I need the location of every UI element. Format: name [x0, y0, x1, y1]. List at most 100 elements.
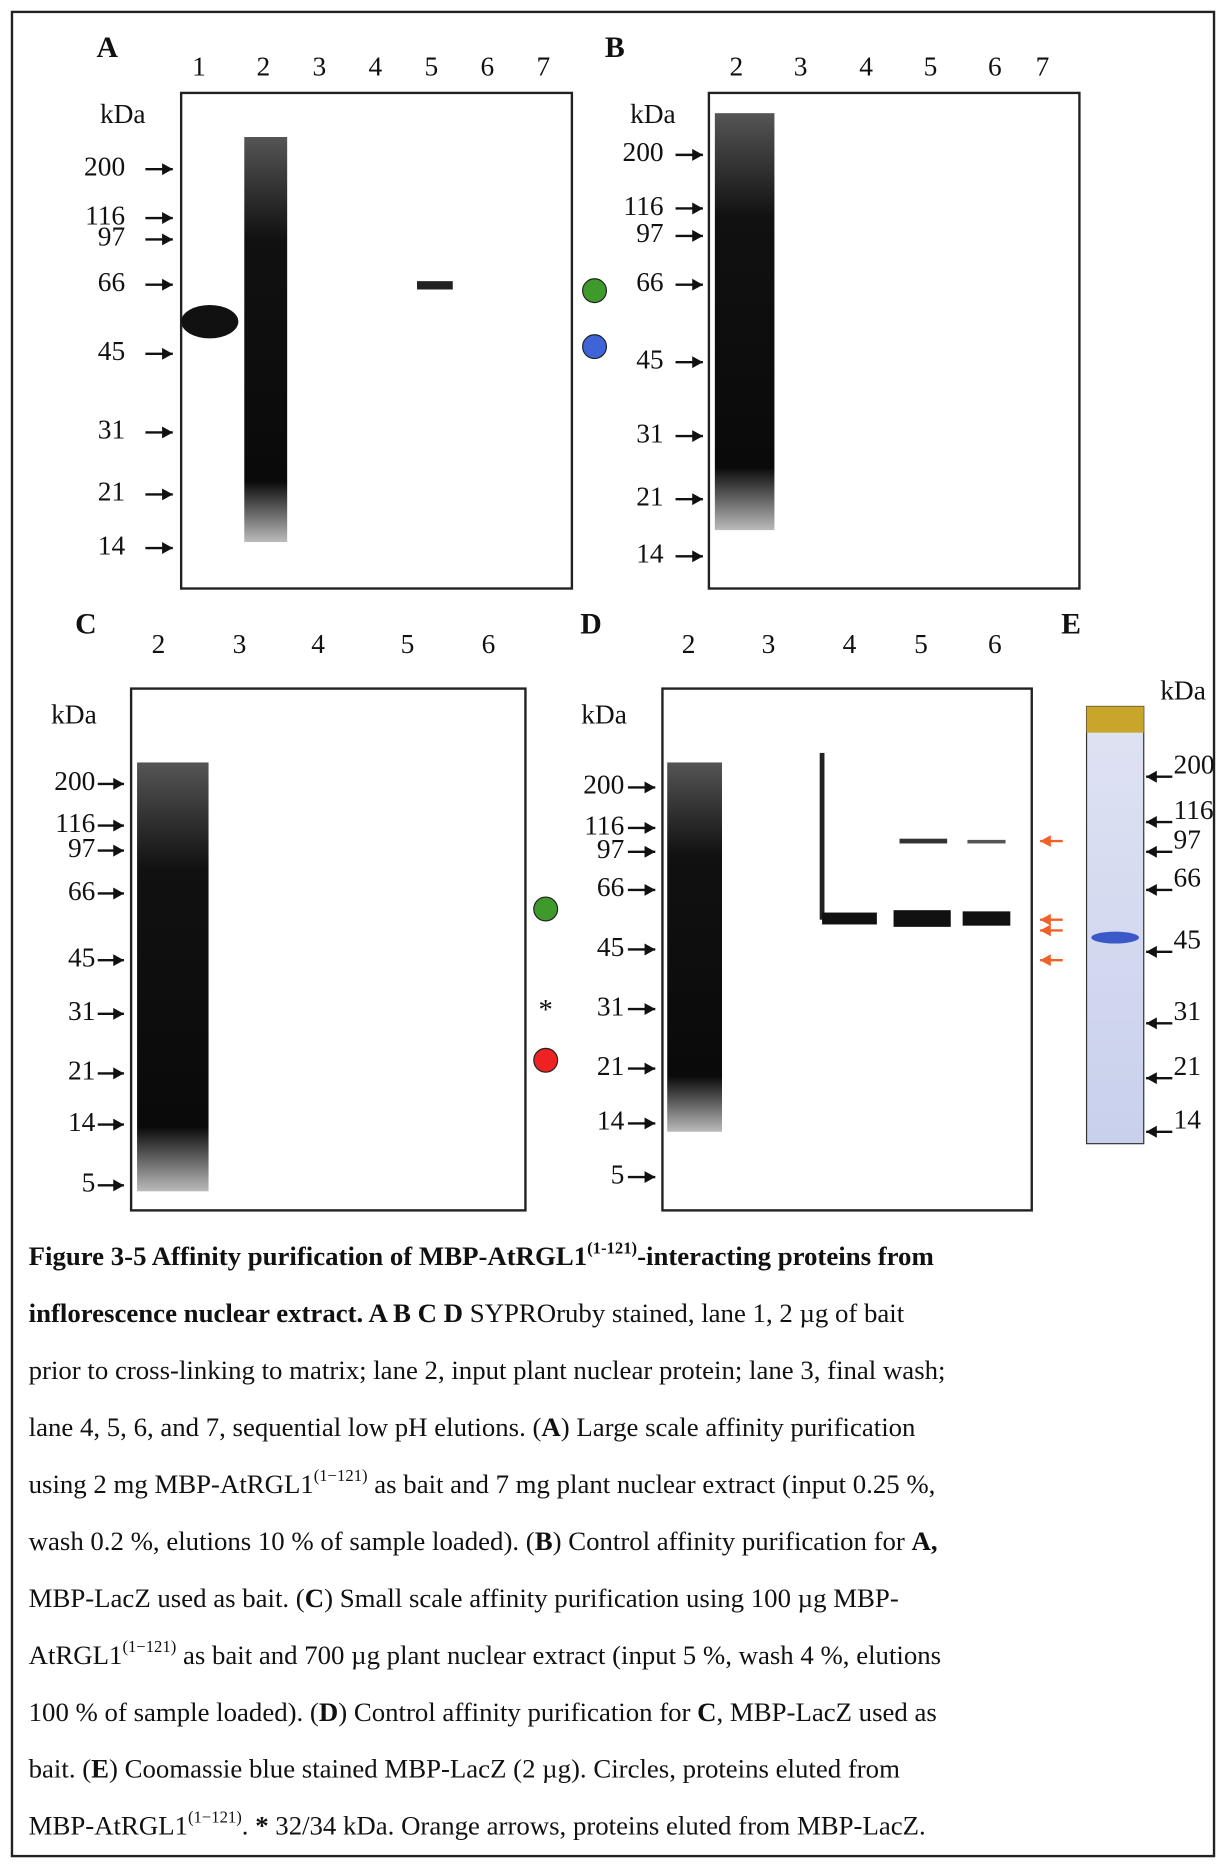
figure-border: [10, 10, 1216, 1858]
lane-label: 2: [152, 629, 166, 659]
marker-label: 5: [82, 1168, 96, 1198]
marker-label: 5: [611, 1159, 625, 1189]
caption-run: ) Control affinity purification for: [338, 1697, 697, 1727]
caption-run: C: [697, 1697, 716, 1727]
band: [899, 838, 948, 844]
caption-run: inflorescence nuclear extract. A B C D: [29, 1298, 463, 1328]
marker-label: 66: [636, 267, 663, 297]
arrow-head: [644, 1117, 656, 1130]
marker-label: 97: [597, 834, 624, 864]
arrow-head: [692, 229, 703, 242]
marker-label: 14: [98, 530, 126, 560]
marker-label: 200: [623, 137, 664, 167]
caption-run: A: [541, 1412, 561, 1442]
arrow-head: [644, 943, 656, 956]
green-circle: [582, 278, 608, 304]
caption-run: (1−121): [122, 1637, 176, 1656]
arrow-head: [1040, 924, 1051, 937]
smear: [244, 137, 288, 543]
marker-label: 116: [85, 200, 125, 230]
lane-label: 6: [988, 629, 1002, 659]
arrow-head: [1146, 883, 1157, 896]
arrow-head: [692, 148, 703, 161]
green-circle: [533, 896, 559, 922]
lane-label: 6: [480, 51, 494, 81]
arrow-head: [113, 819, 124, 832]
marker-label: 97: [68, 833, 95, 863]
caption-run: A,: [912, 1526, 938, 1556]
streak: [819, 752, 825, 920]
arrow-head: [692, 493, 703, 506]
arrow-head: [113, 887, 124, 900]
panel-label: A: [97, 31, 119, 64]
marker-label: 21: [1174, 1051, 1201, 1081]
caption-run: C: [305, 1583, 324, 1613]
caption-run: MBP-AtRGL1: [29, 1811, 188, 1841]
arrow-head: [113, 1118, 124, 1131]
arrow-head: [692, 430, 703, 442]
marker-label: 21: [68, 1056, 95, 1086]
caption-run: bait. (: [29, 1754, 92, 1784]
marker-label: 116: [624, 191, 664, 221]
arrow-head: [113, 844, 124, 857]
marker-label: 14: [1174, 1105, 1202, 1135]
caption-line: MBP-LacZ used as bait. (C) Small scale a…: [29, 1583, 899, 1613]
arrow-head: [1040, 913, 1051, 926]
arrow-head: [1146, 1125, 1157, 1138]
caption-run: *: [255, 1811, 268, 1841]
marker-label: 97: [98, 222, 125, 252]
arrow-head: [1040, 835, 1051, 848]
arrow-head: [113, 1179, 124, 1192]
marker-label: 200: [583, 770, 624, 800]
marker-label: 21: [597, 1051, 624, 1081]
caption-run: ) Control affinity purification for: [553, 1526, 912, 1556]
band: [822, 912, 877, 925]
marker-label: 14: [636, 539, 664, 569]
caption-run: E: [91, 1754, 109, 1784]
caption-run: prior to cross-linking to matrix; lane 2…: [29, 1355, 946, 1385]
marker-label: 45: [68, 942, 95, 972]
caption-line: MBP-AtRGL1(1−121). * 32/34 kDa. Orange a…: [29, 1808, 926, 1841]
arrow-head: [162, 163, 173, 176]
marker-label: 97: [1174, 825, 1201, 855]
lane-label: 3: [794, 51, 808, 81]
lane-label: 5: [914, 629, 928, 659]
caption-run: SYPROruby stained, lane 1, 2 µg of bait: [463, 1298, 905, 1328]
blue-circle: [582, 334, 608, 360]
caption-run: (1−121): [314, 1466, 368, 1485]
unit-label: kDa: [1160, 676, 1206, 706]
arrow-head: [644, 845, 656, 858]
marker-label: 45: [597, 932, 624, 962]
caption-line: AtRGL1(1−121) as bait and 700 µg plant n…: [29, 1637, 941, 1670]
arrow-head: [692, 278, 703, 291]
caption-run: -interacting proteins from: [637, 1241, 934, 1271]
caption-run: (1−121): [188, 1808, 242, 1827]
arrow-head: [692, 356, 703, 369]
caption-run: (1-121): [587, 1238, 637, 1257]
lane-label: 6: [482, 629, 496, 659]
caption-line: wash 0.2 %, elutions 10 % of sample load…: [29, 1526, 938, 1556]
lane-label: 4: [859, 51, 873, 81]
lane-label: 4: [368, 51, 382, 81]
arrow-head: [113, 954, 124, 967]
marker-label: 31: [98, 415, 125, 445]
arrow-head: [644, 1003, 656, 1016]
arrow-head: [692, 202, 703, 215]
caption-run: wash 0.2 %, elutions 10 % of sample load…: [29, 1526, 535, 1556]
arrow-head: [162, 278, 173, 291]
marker-label: 14: [68, 1107, 96, 1137]
lane-label: 5: [924, 51, 938, 81]
panel-label: B: [605, 31, 625, 64]
lane-label: 2: [682, 629, 696, 659]
marker-label: 66: [68, 876, 95, 906]
caption-run: B: [535, 1526, 553, 1556]
caption-run: as bait and 700 µg plant nuclear extract…: [176, 1640, 941, 1670]
lane-label: 5: [401, 629, 415, 659]
arrow-head: [162, 233, 173, 246]
marker-label: 200: [54, 766, 95, 796]
marker-label: 116: [1174, 795, 1214, 825]
well: [1086, 706, 1144, 733]
caption-line: 100 % of sample loaded). (D) Control aff…: [29, 1697, 937, 1727]
marker-label: 200: [1174, 749, 1215, 779]
